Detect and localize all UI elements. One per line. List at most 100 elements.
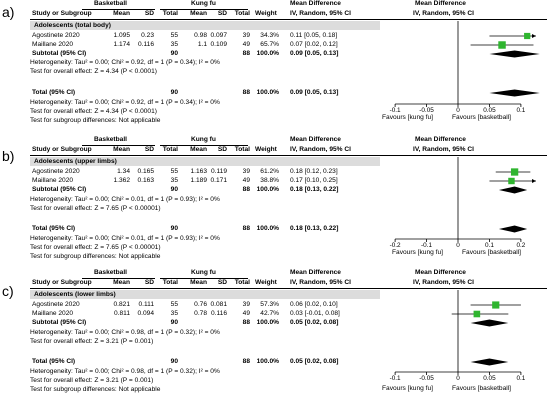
study-marker bbox=[510, 168, 519, 176]
col-sd2: SD bbox=[217, 10, 227, 17]
subgroup-title: Adolescents (total body) bbox=[34, 22, 111, 29]
mean1: 1.34 bbox=[117, 168, 130, 175]
md-header: Mean Difference bbox=[290, 0, 341, 7]
x-tick-label: -0.1 bbox=[421, 242, 432, 249]
md-header: Mean Difference bbox=[290, 269, 341, 276]
col-mean2: Mean bbox=[190, 10, 207, 17]
total-label: Total (95% CI) bbox=[32, 225, 76, 232]
col-mean2: Mean bbox=[190, 279, 207, 286]
subgroup-test-text: Test for subgroup differences: Not appli… bbox=[30, 117, 161, 124]
subgroup-test-text: Test for subgroup differences: Not appli… bbox=[30, 253, 161, 260]
total2: 39 bbox=[242, 32, 250, 39]
total2: 49 bbox=[242, 41, 250, 48]
total-label: Total (95% CI) bbox=[32, 358, 76, 365]
sd1: 0.23 bbox=[141, 32, 154, 39]
subtotal-weight: 100.0% bbox=[256, 186, 279, 193]
x-tick-label: -0.1 bbox=[390, 107, 401, 114]
ci-arrow bbox=[532, 179, 536, 183]
col-md-plot-sub: IV, Random, 95% CI bbox=[413, 146, 474, 153]
favours-left-label: Favours [kung fu] bbox=[382, 385, 433, 392]
sd2: 0.116 bbox=[210, 310, 227, 317]
total2: 39 bbox=[242, 168, 250, 175]
subtotal-n2: 88 bbox=[242, 50, 250, 57]
study-name: Maillane 2020 bbox=[32, 177, 74, 184]
col-sd1: SD bbox=[144, 10, 154, 17]
x-tick-label: 0 bbox=[456, 375, 460, 382]
sd1: 0.116 bbox=[137, 41, 154, 48]
heterogeneity-text: Heterogeneity: Tau² = 0.00; Chi² = 0.01,… bbox=[30, 235, 220, 242]
overall-effect-text: Test for overall effect: Z = 4.34 (P < 0… bbox=[30, 68, 157, 75]
md-header: Mean Difference bbox=[290, 136, 341, 143]
weight: 57.3% bbox=[260, 301, 279, 308]
subgroup-band bbox=[30, 21, 380, 30]
overall-effect-text: Test for overall effect: Z = 3.21 (P = 0… bbox=[30, 377, 154, 384]
effect-ci: 0.17 [0.10, 0.25] bbox=[290, 177, 338, 184]
study-marker bbox=[498, 41, 506, 49]
col-mean1: Mean bbox=[113, 10, 130, 17]
ci-arrow bbox=[532, 34, 536, 38]
study-marker bbox=[524, 32, 531, 40]
group2-rule bbox=[160, 145, 248, 146]
study-marker bbox=[473, 310, 481, 318]
heterogeneity-text: Heterogeneity: Tau² = 0.00; Chi² = 0.01,… bbox=[30, 196, 220, 203]
x-tick-label: 0 bbox=[456, 107, 460, 114]
sd2: 0.109 bbox=[210, 41, 227, 48]
subtotal-weight: 100.0% bbox=[256, 50, 279, 57]
heterogeneity-text: Heterogeneity: Tau² = 0.00; Chi² = 0.92,… bbox=[30, 59, 220, 66]
weight: 38.8% bbox=[260, 177, 279, 184]
col-total2: Total bbox=[234, 10, 250, 17]
col-weight: Weight bbox=[255, 146, 277, 153]
total-diamond bbox=[489, 89, 540, 97]
col-mean2: Mean bbox=[190, 146, 207, 153]
weight: 61.2% bbox=[260, 168, 279, 175]
group2-rule bbox=[160, 278, 248, 279]
weight: 42.7% bbox=[260, 310, 279, 317]
subtotal-n2: 88 bbox=[242, 319, 250, 326]
group1-rule bbox=[82, 145, 155, 146]
x-tick-label: -0.05 bbox=[419, 375, 434, 382]
col-study: Study or Subgroup bbox=[32, 146, 92, 153]
group2-rule bbox=[160, 9, 248, 10]
sd2: 0.119 bbox=[210, 168, 227, 175]
effect-ci: 0.07 [0.02, 0.12] bbox=[290, 41, 338, 48]
col-total1: Total bbox=[162, 10, 178, 17]
sd2: 0.081 bbox=[210, 301, 227, 308]
col-sd2: SD bbox=[217, 146, 227, 153]
mean2: 1.163 bbox=[190, 168, 207, 175]
header-rule bbox=[30, 155, 547, 156]
total-n2: 88 bbox=[242, 225, 250, 232]
effect-ci: 0.03 [-0.01, 0.08] bbox=[290, 310, 340, 317]
total-weight: 100.0% bbox=[256, 225, 279, 232]
subgroup-title: Adolescents (lower limbs) bbox=[34, 291, 116, 298]
group1-header: Basketball bbox=[94, 0, 127, 7]
study-name: Maillane 2020 bbox=[32, 41, 74, 48]
total1: 55 bbox=[170, 301, 178, 308]
sd2: 0.171 bbox=[210, 177, 227, 184]
col-mean1: Mean bbox=[113, 146, 130, 153]
favours-right-label: Favours [basketball] bbox=[452, 385, 512, 392]
subtotal-label: Subtotal (95% CI) bbox=[32, 50, 87, 57]
mean2: 0.76 bbox=[194, 301, 207, 308]
subtotal-ci: 0.09 [0.05, 0.13] bbox=[290, 50, 339, 57]
subtotal-weight: 100.0% bbox=[256, 319, 279, 326]
col-study: Study or Subgroup bbox=[32, 279, 92, 286]
sd2: 0.097 bbox=[210, 32, 227, 39]
study-name: Agostinete 2020 bbox=[32, 301, 80, 308]
sd1: 0.111 bbox=[138, 301, 154, 308]
effect-ci: 0.18 [0.12, 0.23] bbox=[290, 168, 338, 175]
sd1: 0.163 bbox=[137, 177, 154, 184]
subtotal-n1: 90 bbox=[170, 319, 178, 326]
subtotal-diamond bbox=[470, 319, 509, 327]
mean1: 1.174 bbox=[113, 41, 130, 48]
col-sd2: SD bbox=[217, 279, 227, 286]
panel-label: b) bbox=[2, 148, 15, 164]
overall-effect-text: Test for overall effect: Z = 7.65 (P < 0… bbox=[30, 205, 161, 212]
col-total1: Total bbox=[162, 146, 178, 153]
effect-ci: 0.06 [0.02, 0.10] bbox=[290, 301, 338, 308]
group1-header: Basketball bbox=[94, 269, 127, 276]
total-ci: 0.09 [0.05, 0.13] bbox=[290, 89, 339, 96]
x-tick-label: 0.1 bbox=[516, 107, 525, 114]
group2-header: Kung fu bbox=[191, 136, 216, 143]
total-weight: 100.0% bbox=[256, 358, 279, 365]
md-plot-header: Mean Difference bbox=[415, 0, 466, 7]
